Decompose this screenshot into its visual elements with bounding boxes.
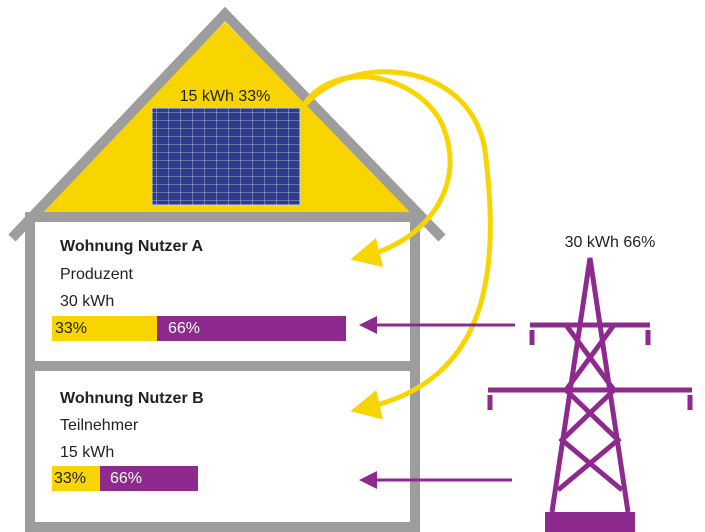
apartment-role: Produzent (60, 266, 133, 283)
apartment-title: Wohnung Nutzer A (60, 238, 204, 255)
roof-label: 15 kWh 33% (180, 88, 271, 105)
apartment-title: Wohnung Nutzer B (60, 390, 204, 407)
diagram: 15 kWh 33% Wohnung Nutzer A Produzent 30… (0, 0, 705, 532)
solar-panel (152, 108, 300, 205)
power-pylon (488, 258, 692, 512)
own-share: 33% (55, 320, 87, 337)
apartment-energy: 15 kWh (60, 444, 114, 461)
grid-label: 30 kWh 66% (565, 234, 656, 251)
apartment-energy: 30 kWh (60, 293, 114, 310)
grid-share: 66% (110, 470, 142, 487)
grid-share: 66% (168, 320, 200, 337)
own-share: 33% (54, 470, 86, 487)
apartment-role: Teilnehmer (60, 417, 139, 434)
pylon-base (545, 512, 635, 532)
